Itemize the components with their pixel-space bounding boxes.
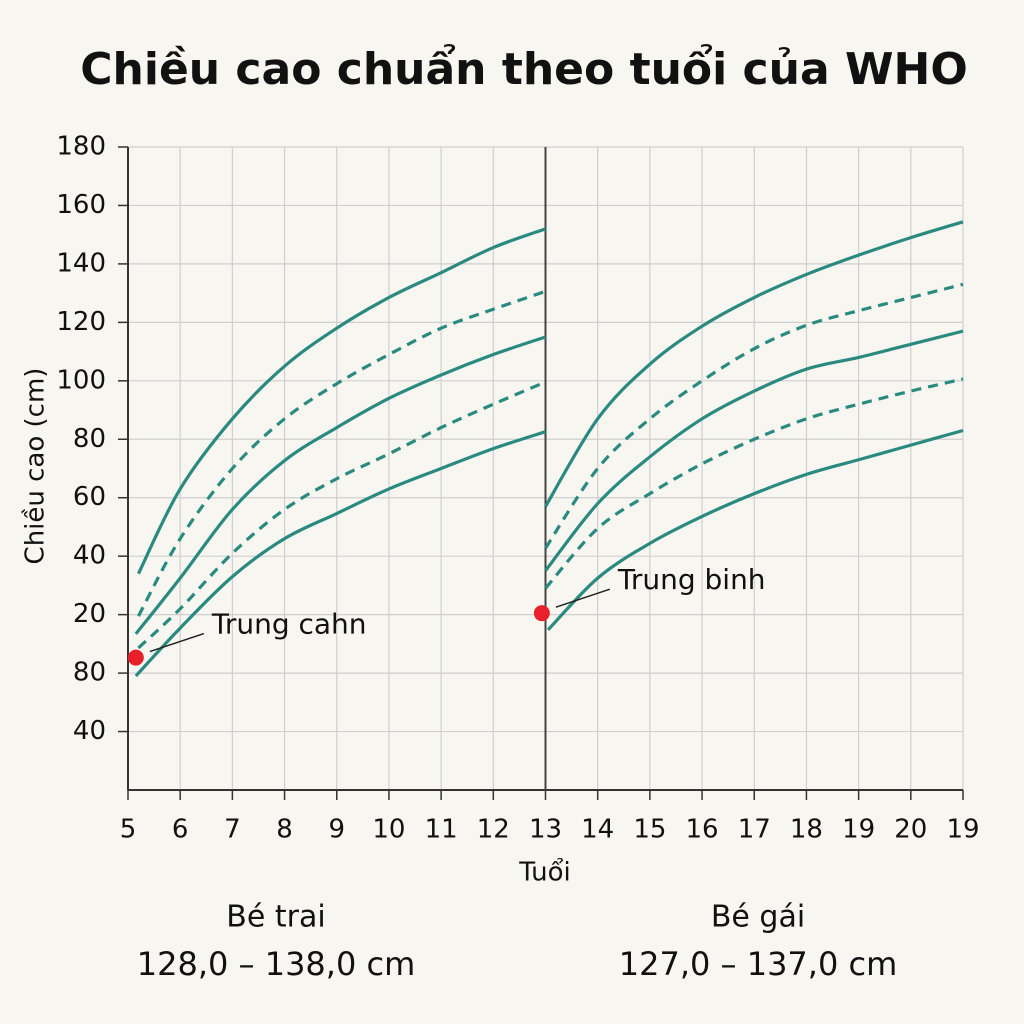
x-tick-label: 14 [581, 815, 614, 845]
curve [137, 380, 547, 650]
y-axis-label: Chiều cao (cm) [21, 368, 51, 565]
curve [544, 220, 964, 508]
y-tick-label: 80 [73, 658, 106, 688]
x-tick-label: 18 [790, 815, 823, 845]
y-tick-label: 120 [56, 307, 106, 337]
x-tick-label: 16 [686, 815, 719, 845]
curve [544, 282, 964, 550]
x-tick-label: 13 [529, 815, 562, 845]
chart-title: Chiều cao chuẩn theo tuổi của WHO [80, 43, 967, 95]
x-tick-label: 6 [172, 815, 189, 845]
y-tick-label: 40 [73, 541, 106, 571]
x-tick-label: 12 [477, 815, 510, 845]
marker [533, 605, 550, 622]
x-tick-label: 7 [224, 815, 241, 845]
curve [544, 329, 964, 572]
x-tick-label: 20 [894, 815, 927, 845]
y-tick-label: 140 [56, 248, 106, 278]
leader-line [555, 588, 611, 608]
panel-range: 127,0 – 137,0 cm [619, 945, 898, 983]
y-tick-label: 160 [56, 190, 106, 220]
y-tick-label: 60 [73, 482, 106, 512]
x-tick-label: 17 [738, 815, 771, 845]
annotation: Trung binh [617, 563, 766, 596]
x-axis-label: Tuổi [518, 857, 571, 888]
y-tick-label: 40 [73, 716, 106, 746]
curve [137, 289, 547, 617]
panel-label: Bé trai [226, 900, 325, 935]
x-tick-label: 8 [276, 815, 293, 845]
x-tick-label: 19 [842, 815, 875, 845]
y-tick-label: 80 [73, 424, 106, 454]
x-tick-label: 19 [946, 815, 979, 845]
curve [134, 335, 547, 635]
y-tick-label: 20 [73, 599, 106, 629]
x-tick-label: 15 [633, 815, 666, 845]
x-tick-label: 5 [120, 815, 137, 845]
y-tick-label: 180 [56, 132, 106, 162]
curve [134, 430, 546, 678]
x-tick-label: 10 [372, 815, 405, 845]
curve [544, 377, 964, 590]
curve [546, 428, 964, 631]
x-tick-label: 9 [328, 815, 345, 845]
panel-label: Bé gái [711, 900, 805, 935]
panel-range: 128,0 – 138,0 cm [137, 945, 416, 983]
marker [127, 649, 144, 666]
leader-line [149, 632, 205, 653]
y-tick-label: 100 [56, 365, 106, 395]
annotation: Trung cahn [211, 608, 367, 641]
curve [137, 227, 547, 575]
x-tick-label: 11 [425, 815, 458, 845]
